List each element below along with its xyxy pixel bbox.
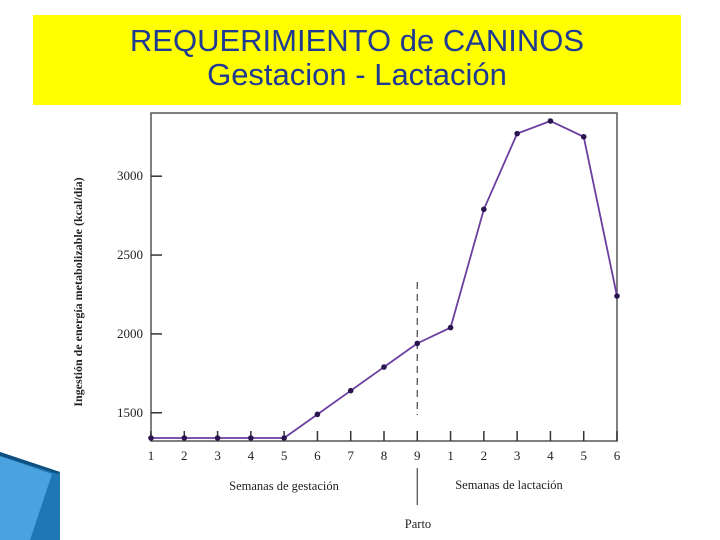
x-tick-label: 4 (248, 448, 255, 463)
x-tick-label: 9 (414, 448, 421, 463)
parto-label: Parto (405, 517, 431, 531)
series-line (151, 120, 618, 439)
data-point (381, 364, 387, 370)
title-line-1: REQUERIMIENTO de CANINOS (129, 23, 585, 58)
data-point (580, 133, 587, 140)
data-point (614, 293, 620, 299)
data-point (414, 340, 421, 347)
x-tick-label: 1 (148, 448, 155, 463)
data-point (447, 324, 454, 331)
x-tick-label: 3 (214, 448, 221, 463)
x-tick-label: 2 (181, 448, 188, 463)
y-axis-label: Ingestión de energía metabolizable (kcal… (71, 177, 85, 406)
data-point (547, 118, 554, 124)
x-tick-label: 5 (281, 448, 288, 463)
x-tick-label: 2 (481, 448, 488, 463)
data-point (148, 435, 154, 441)
y-tick-label: 2000 (117, 326, 143, 341)
x-tick-label: 7 (347, 448, 354, 463)
x-tick-label: 1 (447, 448, 454, 463)
y-tick-label: 1500 (117, 405, 143, 420)
y-tick-label: 3000 (117, 168, 143, 183)
x-tick-label: 6 (314, 448, 321, 463)
x-tick-label: 6 (614, 448, 621, 463)
title-line-2: Gestacion - Lactación (207, 57, 507, 92)
title-banner: REQUERIMIENTO de CANINOS Gestacion - Lac… (33, 15, 681, 105)
data-point (481, 206, 487, 213)
x-tick-label: 8 (381, 448, 388, 463)
data-point (314, 411, 321, 418)
data-point (181, 435, 188, 441)
x-axis-label-lactation: Semanas de lactación (455, 478, 563, 492)
plot-frame (150, 112, 618, 442)
y-tick-label: 2500 (117, 247, 143, 262)
x-tick-label: 3 (514, 448, 521, 463)
data-point (514, 130, 520, 137)
data-point (248, 435, 254, 441)
x-axis-label-gestation: Semanas de gestación (229, 479, 339, 493)
data-point (214, 435, 221, 441)
x-tick-label: 4 (547, 448, 554, 463)
corner-decoration (0, 452, 60, 540)
x-tick-label: 5 (580, 448, 587, 463)
data-point (281, 435, 287, 441)
data-point (347, 387, 354, 394)
